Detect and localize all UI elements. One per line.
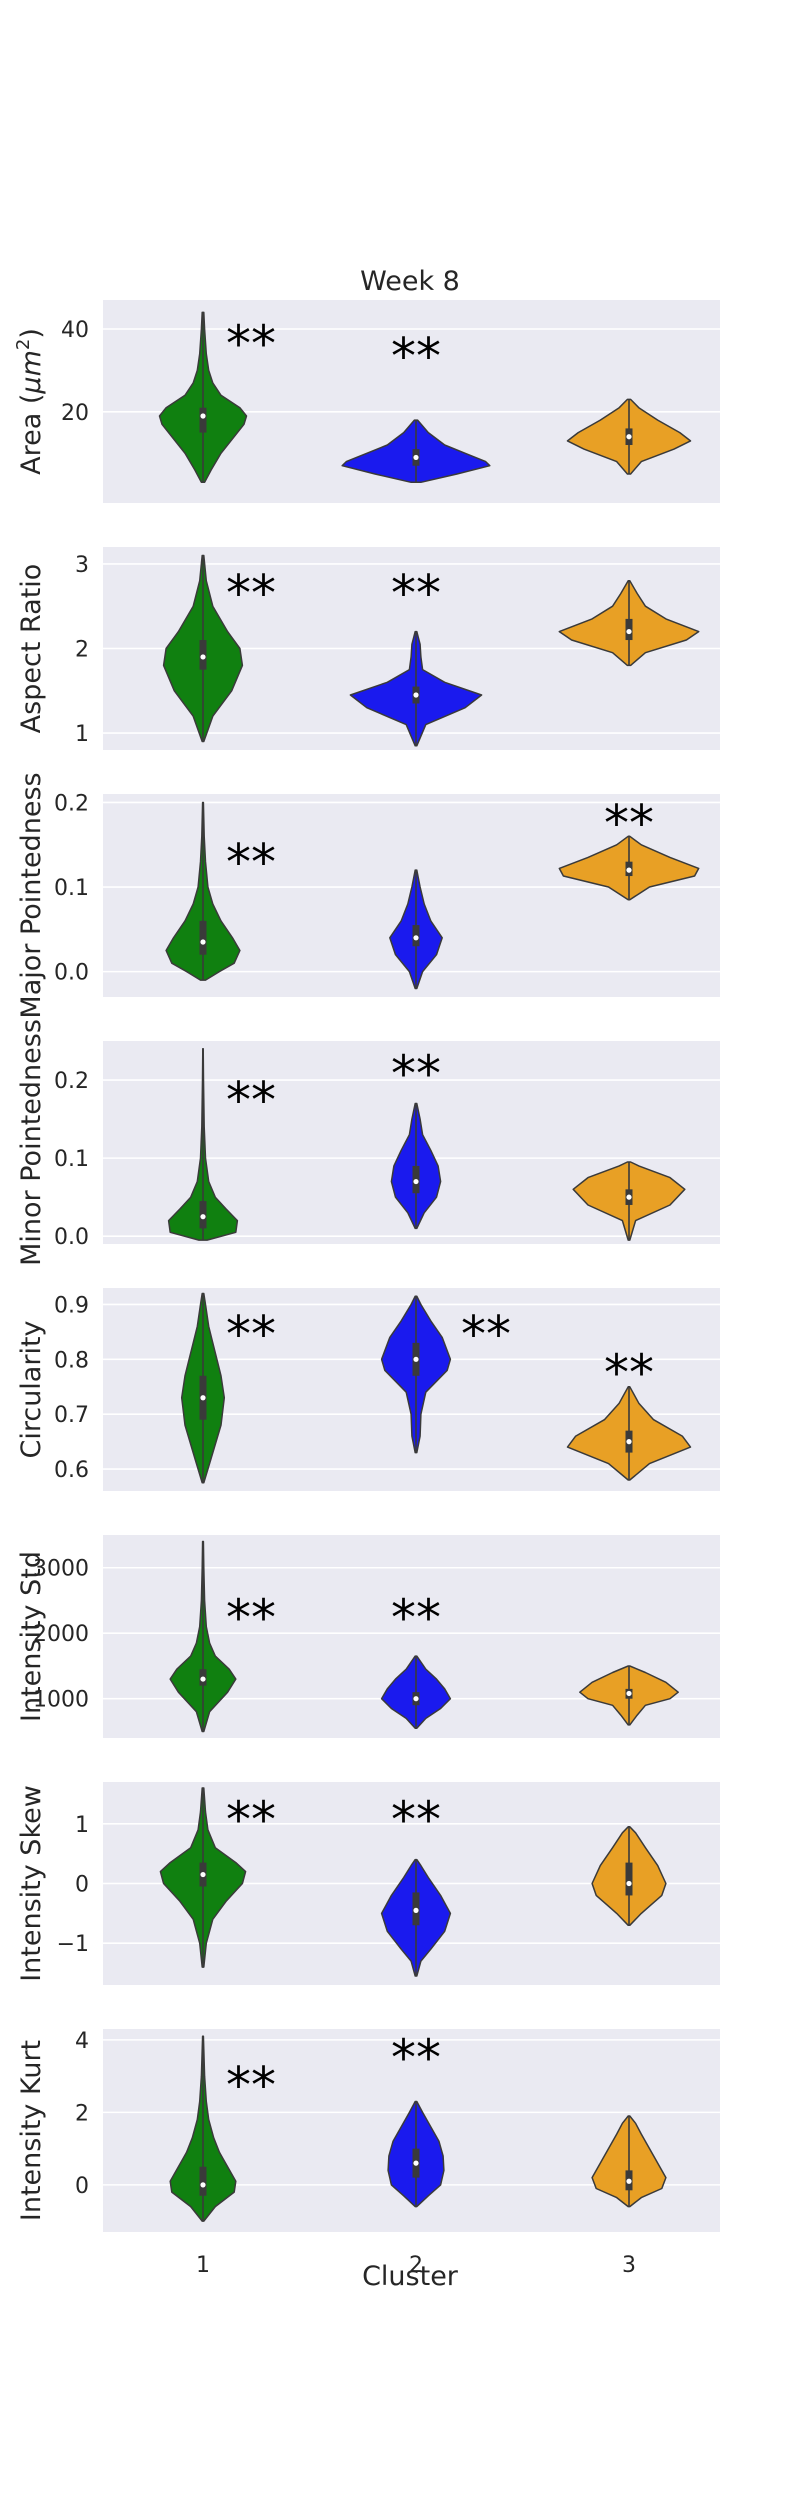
y-tick-label: 40 [61, 318, 89, 343]
significance-marker: ** [391, 328, 441, 386]
y-tick-label: 0.1 [54, 876, 89, 901]
significance-marker: ** [391, 2029, 441, 2087]
significance-marker: ** [226, 565, 276, 623]
chart-title: Week 8 [360, 266, 460, 297]
y-tick-label: 0.6 [54, 1458, 89, 1483]
significance-marker: ** [226, 1791, 276, 1849]
median-marker [200, 1214, 206, 1220]
y-tick-label: 20 [61, 401, 89, 426]
panel-7: −1 0 1 Intensity Skew ** ** [16, 1782, 720, 1985]
x-tick-label: 3 [622, 2253, 636, 2278]
median-marker [626, 434, 632, 440]
y-tick-label: 2000 [33, 1622, 89, 1647]
median-marker [626, 867, 632, 873]
y-tick-label: 3 [75, 553, 89, 578]
panel-1: 20 40 Area (μm2) ** ** [13, 300, 720, 503]
y-axis-label: Intensity Kurt [16, 2040, 47, 2221]
iqr-box [199, 2166, 207, 2196]
y-axis-label: Minor Pointedness [16, 1019, 47, 1266]
median-marker [413, 454, 419, 461]
significance-marker: ** [604, 795, 654, 853]
median-marker [200, 654, 206, 660]
y-tick-label: 2 [75, 2101, 89, 2126]
significance-marker: ** [461, 1306, 511, 1364]
x-axis-label: Cluster [362, 2261, 459, 2292]
y-tick-label: 1 [75, 1813, 89, 1838]
panel-2: 1 2 3 Aspect Ratio ** ** [16, 547, 720, 750]
median-marker [626, 628, 632, 635]
significance-marker: ** [391, 1045, 441, 1103]
significance-marker: ** [391, 1791, 441, 1849]
median-marker [413, 1356, 419, 1362]
median-marker [626, 1880, 632, 1887]
significance-marker: ** [226, 1589, 276, 1647]
median-marker [200, 1676, 206, 1682]
median-marker [626, 1439, 632, 1445]
y-axis-label: Intensity Std [16, 1551, 47, 1722]
iqr-box [199, 920, 207, 955]
median-marker [200, 1871, 206, 1878]
y-axis-label: Major Pointedness [16, 772, 47, 1018]
x-axis: 1 2 3 [196, 2253, 636, 2278]
median-marker [626, 2178, 632, 2184]
iqr-box [625, 1862, 633, 1896]
y-axis-label: Circularity [16, 1320, 47, 1458]
y-tick-label: 0.2 [54, 791, 89, 816]
y-axis-label: Aspect Ratio [16, 564, 47, 734]
significance-marker: ** [226, 315, 276, 373]
median-marker [626, 1194, 632, 1200]
y-tick-label: 0 [75, 2174, 89, 2199]
panel-4: 0.0 0.1 0.2 Minor Pointedness ** ** [16, 1019, 720, 1266]
median-marker [200, 939, 206, 945]
median-marker [200, 1395, 206, 1401]
median-marker [413, 1178, 419, 1185]
y-tick-label: 1000 [33, 1688, 89, 1713]
x-tick-label: 2 [409, 2253, 423, 2278]
panel-8: 0 2 4 Intensity Kurt ** ** [16, 2029, 720, 2232]
y-tick-label: 4 [75, 2029, 89, 2054]
median-marker [413, 1907, 419, 1913]
significance-marker: ** [226, 2056, 276, 2114]
y-tick-label: 0.9 [54, 1293, 89, 1318]
x-tick-label: 1 [196, 2253, 210, 2278]
y-tick-label: 0.8 [54, 1348, 89, 1373]
panel-3: 0.0 0.1 0.2 Major Pointedness ** ** [16, 772, 720, 1019]
y-tick-label: 0.0 [54, 961, 89, 986]
median-marker [413, 692, 419, 698]
y-tick-label: 0.7 [54, 1403, 89, 1428]
iqr-box [199, 407, 207, 433]
significance-marker: ** [604, 1344, 654, 1402]
y-tick-label: 0.0 [54, 1225, 89, 1250]
y-tick-label: −1 [57, 1932, 89, 1957]
significance-marker: ** [226, 834, 276, 892]
median-marker [413, 935, 419, 941]
median-marker [626, 1690, 632, 1697]
median-marker [413, 2160, 419, 2166]
significance-marker: ** [226, 1306, 276, 1364]
median-marker [200, 413, 206, 419]
significance-marker: ** [391, 565, 441, 623]
significance-marker: ** [226, 1071, 276, 1129]
y-axis-label: Intensity Skew [16, 1785, 47, 1982]
y-tick-label: 3000 [33, 1557, 89, 1582]
y-axis-label: Area (μm2) [13, 328, 47, 475]
median-marker [413, 1696, 419, 1702]
panel-5: 0.6 0.7 0.8 0.9 Circularity ** ** ** [16, 1288, 720, 1491]
y-tick-label: 0.2 [54, 1069, 89, 1094]
significance-marker: ** [391, 1589, 441, 1647]
y-tick-label: 1 [75, 722, 89, 747]
y-tick-label: 0 [75, 1873, 89, 1898]
median-marker [200, 2182, 206, 2188]
y-tick-label: 0.1 [54, 1147, 89, 1172]
y-tick-label: 2 [75, 638, 89, 663]
